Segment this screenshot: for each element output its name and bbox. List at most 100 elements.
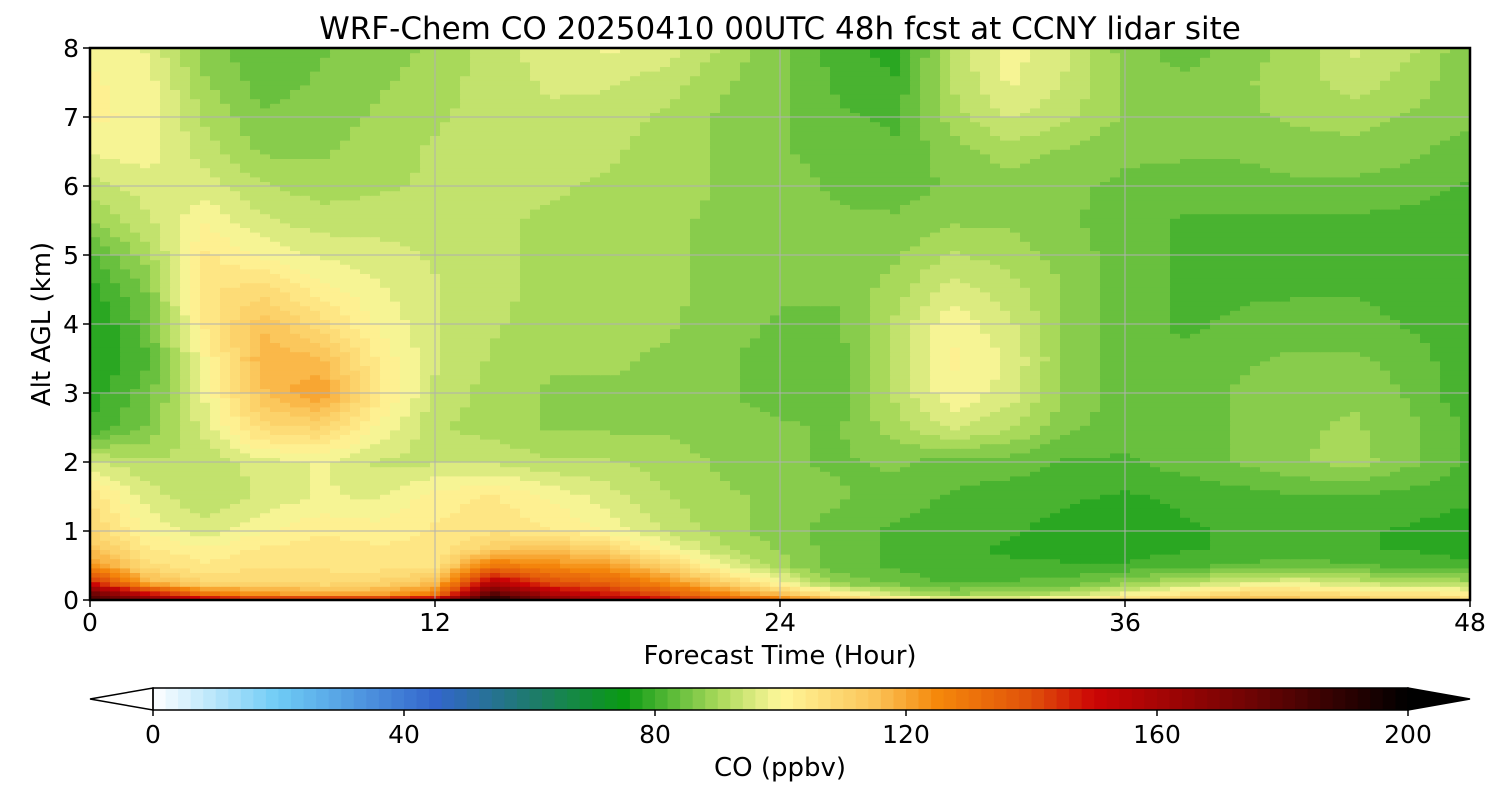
heat-cell <box>390 485 401 490</box>
heat-cell <box>820 563 831 568</box>
heat-cell <box>550 549 561 554</box>
heat-cell <box>250 545 261 550</box>
heat-cell <box>990 549 1001 554</box>
heat-cell <box>620 540 631 545</box>
heat-cell <box>360 513 371 518</box>
heat-cell <box>1360 494 1371 499</box>
heat-cell <box>830 517 841 522</box>
heat-cell <box>1080 513 1091 518</box>
heat-cell <box>1260 517 1271 522</box>
heat-cell <box>400 563 411 568</box>
heat-cell <box>580 490 591 495</box>
heat-cell <box>540 540 551 545</box>
heat-cell <box>440 439 451 444</box>
heat-cell <box>930 453 941 458</box>
heat-cell <box>1040 572 1051 577</box>
heat-cell <box>250 586 261 591</box>
heat-cell <box>510 476 521 481</box>
heat-cell <box>1370 485 1381 490</box>
heat-cell <box>1170 513 1181 518</box>
heat-cell <box>1030 448 1041 453</box>
heat-cell <box>280 467 291 472</box>
heat-cell <box>630 568 641 573</box>
heat-cell <box>1250 536 1261 541</box>
heat-cell <box>510 503 521 508</box>
heat-cell <box>330 591 341 596</box>
heat-cell <box>960 467 971 472</box>
heat-cell <box>380 513 391 518</box>
heat-cell <box>440 586 451 591</box>
heat-cell <box>900 545 911 550</box>
heat-cell <box>1360 513 1371 518</box>
heat-cell <box>1050 591 1061 596</box>
heat-cell <box>520 499 531 504</box>
heat-cell <box>610 462 621 467</box>
heat-cell <box>780 444 791 449</box>
heat-cell <box>460 462 471 467</box>
heat-cell <box>1060 448 1071 453</box>
heat-cell <box>290 439 301 444</box>
heat-cell <box>440 444 451 449</box>
heat-cell <box>1050 577 1061 582</box>
heat-cell <box>160 476 171 481</box>
heat-cell <box>790 503 801 508</box>
heat-cell <box>1130 434 1141 439</box>
heat-cell <box>830 572 841 577</box>
heat-cell <box>820 554 831 559</box>
heat-cell <box>530 531 541 536</box>
heat-cell <box>1330 549 1341 554</box>
heat-cell <box>120 434 131 439</box>
heat-cell <box>1430 508 1441 513</box>
heat-cell <box>860 494 871 499</box>
heat-cell <box>1080 448 1091 453</box>
heat-cell <box>1020 444 1031 449</box>
heat-cell <box>1430 462 1441 467</box>
heat-cell <box>380 559 391 564</box>
heat-cell <box>280 517 291 522</box>
heat-cell <box>1050 476 1061 481</box>
heat-cell <box>320 540 331 545</box>
heat-cell <box>100 586 111 591</box>
heat-cell <box>510 586 521 591</box>
heat-cell <box>450 476 461 481</box>
heat-cell <box>1030 568 1041 573</box>
heat-cell <box>750 522 761 527</box>
heat-cell <box>1220 591 1231 596</box>
heat-cell <box>1090 503 1101 508</box>
heat-cell <box>290 448 301 453</box>
heat-cell <box>520 444 531 449</box>
heat-cell <box>280 439 291 444</box>
heat-cell <box>1240 499 1251 504</box>
heat-cell <box>470 582 481 587</box>
heat-cell <box>1360 471 1371 476</box>
heat-cell <box>650 508 661 513</box>
heat-cell <box>220 586 231 591</box>
heat-cell <box>1070 485 1081 490</box>
heat-cell <box>400 540 411 545</box>
heat-cell <box>260 563 271 568</box>
heat-cell <box>210 508 221 513</box>
heat-cell <box>850 448 861 453</box>
heat-cell <box>570 462 581 467</box>
heat-cell <box>400 499 411 504</box>
heat-cell <box>1050 586 1061 591</box>
heat-cell <box>180 471 191 476</box>
heat-cell <box>480 508 491 513</box>
heat-cell <box>1160 453 1171 458</box>
heat-cell <box>510 462 521 467</box>
heat-cell <box>710 545 721 550</box>
heat-cell <box>120 494 131 499</box>
heat-cell <box>270 476 281 481</box>
heat-cell <box>900 540 911 545</box>
heat-cell <box>710 513 721 518</box>
heat-cell <box>120 586 131 591</box>
heat-cell <box>900 471 911 476</box>
heat-cell <box>1080 577 1091 582</box>
heat-cell <box>270 480 281 485</box>
heat-cell <box>980 508 991 513</box>
heat-cell <box>780 503 791 508</box>
heat-cell <box>120 476 131 481</box>
heat-cell <box>360 499 371 504</box>
heat-cell <box>130 563 141 568</box>
heat-cell <box>510 490 521 495</box>
